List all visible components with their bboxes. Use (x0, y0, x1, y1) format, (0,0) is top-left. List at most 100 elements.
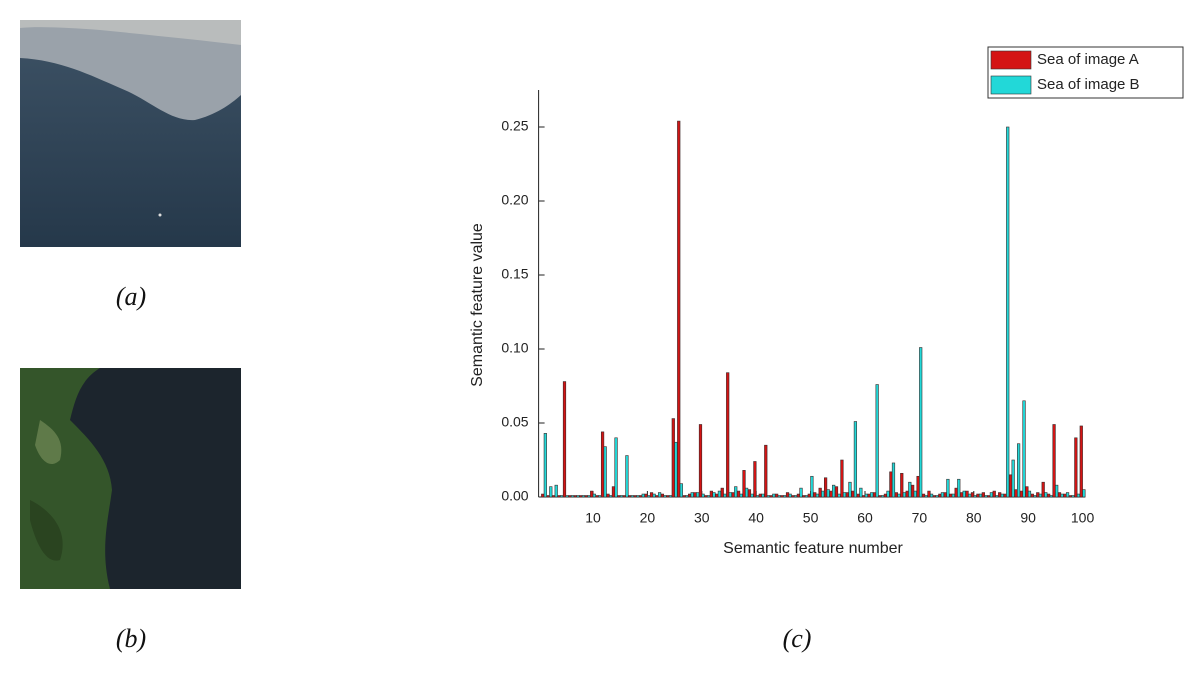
x-tick-label: 30 (694, 510, 710, 526)
bar (802, 495, 806, 498)
bar (609, 495, 613, 498)
bar (946, 478, 950, 498)
bar (1060, 493, 1064, 498)
bar (935, 495, 939, 498)
bar (587, 495, 591, 498)
bar (712, 492, 716, 498)
bar (992, 490, 996, 498)
bar (761, 493, 765, 498)
bar (769, 495, 773, 498)
bar (693, 492, 697, 498)
bar (845, 492, 849, 498)
bar (973, 495, 977, 498)
caption: (b) (116, 624, 146, 653)
bar (957, 478, 961, 498)
bar (1057, 492, 1062, 498)
bar (829, 490, 833, 498)
bar (679, 483, 683, 498)
bar (1019, 490, 1024, 498)
bar (938, 493, 942, 498)
bar (960, 492, 964, 498)
bar (1079, 425, 1083, 498)
bar (1003, 493, 1007, 498)
bar (1074, 437, 1078, 498)
bar (813, 492, 817, 498)
bar (622, 495, 626, 498)
bar (998, 492, 1002, 498)
bar (772, 493, 776, 498)
bar (775, 493, 779, 498)
bar (875, 384, 879, 498)
bar (554, 484, 558, 498)
bar (600, 431, 605, 498)
x-tick-label: 90 (1020, 510, 1036, 526)
bar (660, 493, 665, 498)
bar (614, 437, 618, 498)
bar (924, 495, 928, 498)
bar (570, 495, 575, 498)
y-tick-label: 0.20 (501, 192, 528, 208)
bar (630, 495, 634, 498)
bar (573, 495, 577, 498)
bar (889, 471, 893, 498)
bar (1052, 424, 1056, 498)
bar (1065, 492, 1070, 498)
bar (788, 493, 792, 498)
bar (747, 489, 752, 498)
bar (851, 490, 855, 498)
bar (671, 418, 675, 498)
bar (595, 495, 599, 498)
y-axis-title: Semantic feature value (469, 223, 486, 387)
bar (720, 487, 724, 498)
y-tick-label: 0.15 (501, 266, 528, 282)
bar (954, 487, 958, 498)
bar (633, 495, 637, 498)
bar (856, 493, 860, 498)
bar (908, 481, 912, 498)
bar (902, 492, 906, 498)
bar (647, 495, 651, 498)
bar (951, 493, 955, 498)
bar (932, 495, 937, 498)
bar (750, 493, 754, 498)
bar (701, 493, 705, 498)
bar (753, 461, 757, 498)
bar (560, 495, 564, 498)
bar (984, 495, 988, 498)
bar (546, 495, 550, 498)
y-tick-label: 0.25 (501, 118, 528, 134)
bar (625, 455, 629, 498)
bar (940, 492, 945, 498)
bar (755, 495, 760, 498)
bar (764, 444, 768, 498)
bar (619, 495, 624, 498)
bar (690, 492, 694, 498)
bar (842, 492, 847, 498)
bar (995, 495, 999, 498)
bar (628, 495, 632, 498)
bar (552, 495, 556, 498)
bar (1038, 493, 1042, 498)
bar (663, 495, 667, 498)
legend-label: Sea of image A (1037, 51, 1139, 68)
bar (728, 492, 732, 498)
legend-swatch (990, 75, 1032, 95)
bar (1055, 484, 1059, 498)
bar (1014, 489, 1018, 498)
bar (859, 487, 863, 498)
bar (799, 487, 803, 498)
bar (981, 492, 985, 498)
bar (894, 492, 898, 498)
image-a (20, 20, 241, 247)
bar (745, 487, 749, 498)
bar (698, 424, 703, 498)
bar (807, 493, 811, 498)
bar (796, 493, 801, 498)
bar (853, 421, 858, 498)
bar (824, 477, 828, 498)
bar (611, 486, 616, 498)
bar (549, 486, 553, 498)
bar (674, 441, 678, 498)
bar (579, 495, 583, 498)
caption: (a) (116, 282, 146, 311)
